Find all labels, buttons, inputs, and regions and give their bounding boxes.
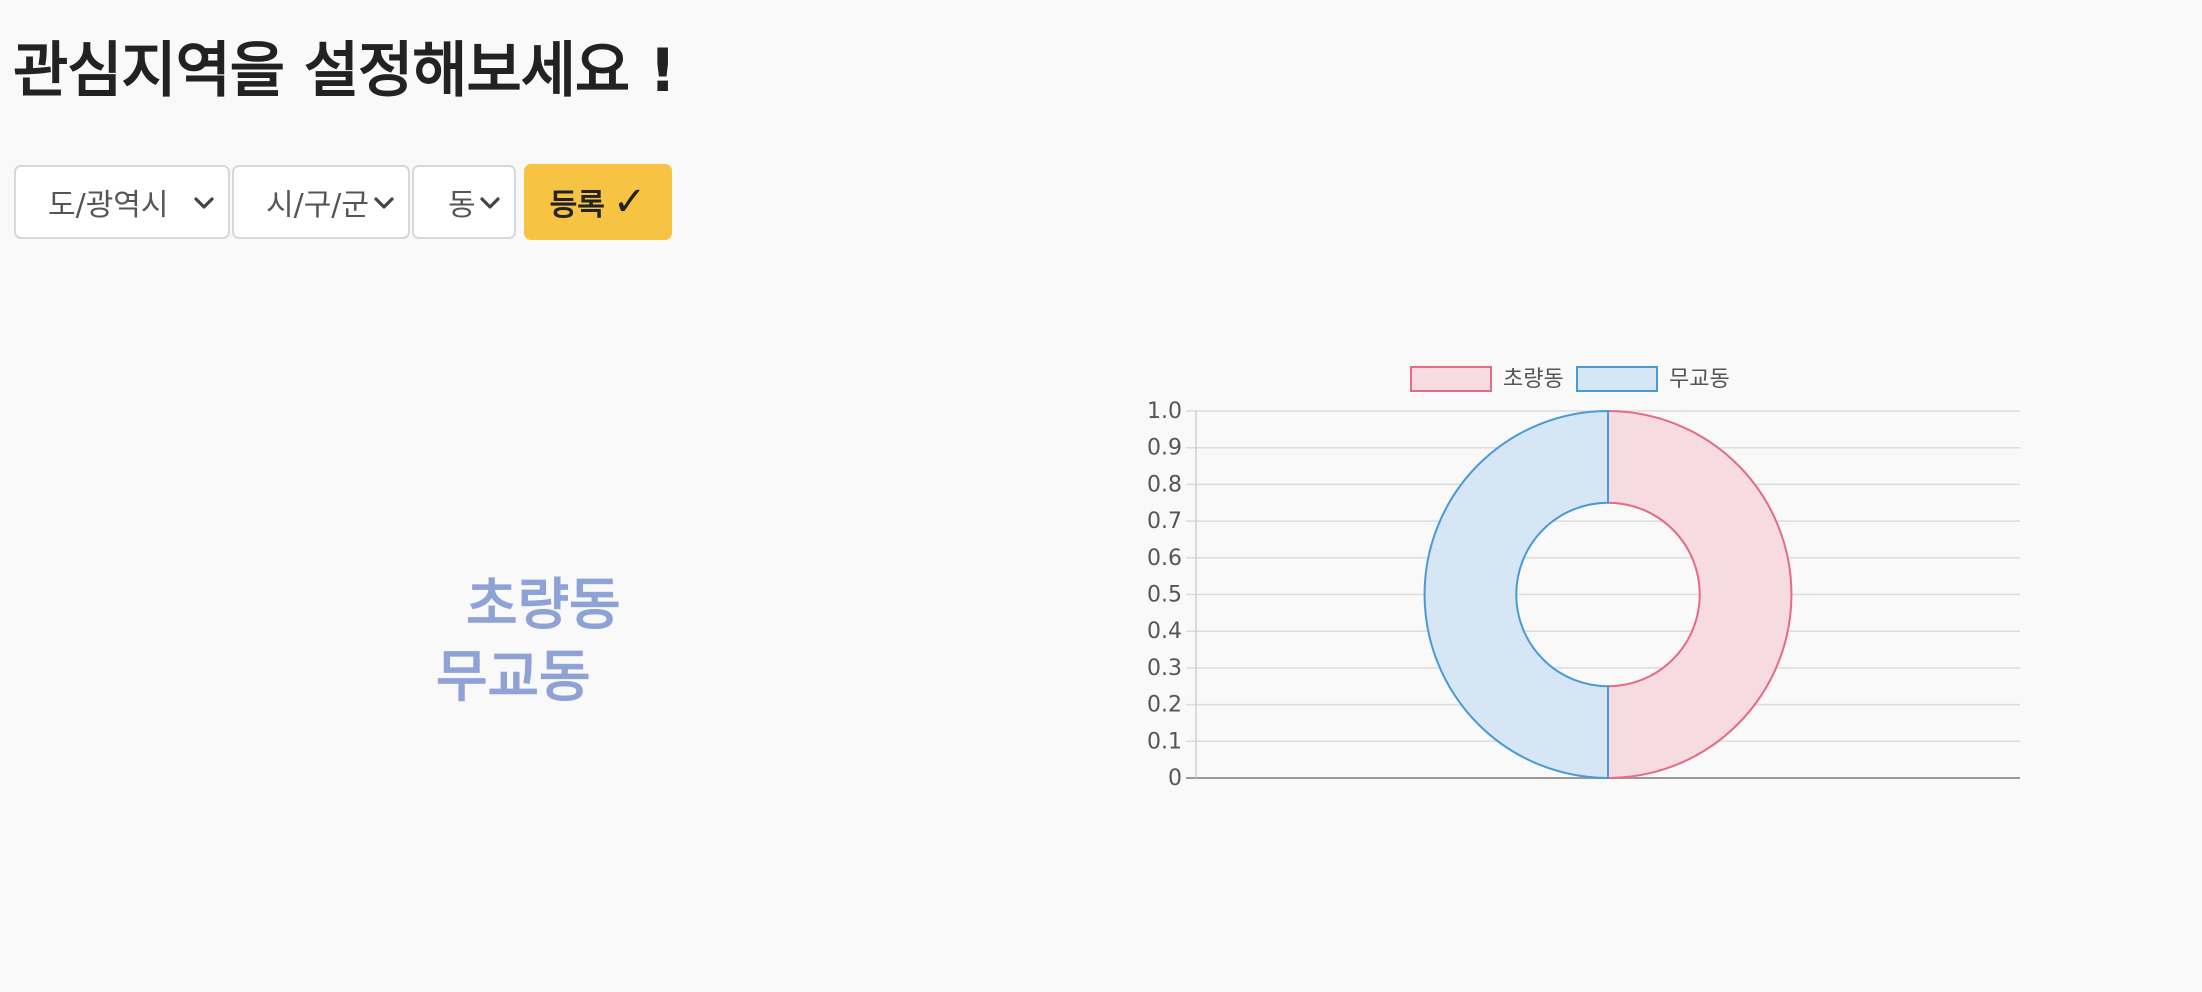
check-icon: ✓ [612, 179, 647, 225]
province-select[interactable]: 도/광역시 [14, 165, 230, 239]
register-button[interactable]: 등록 ✓ [524, 164, 672, 240]
doughnut-chart: 초량동 무교동 1.0 0.9 0.8 0.7 0.6 0.5 0.4 0.3 0.2 0.1 0 [1130, 355, 2050, 805]
y-tick-label: 0.2 [1147, 693, 1182, 718]
province-select-value: 도/광역시 [48, 188, 169, 223]
chart-svg: 초량동 무교동 1.0 0.9 0.8 0.7 0.6 0.5 0.4 0.3 0.2 0.1 0 [1147, 366, 2020, 791]
y-tick-label: 0.7 [1147, 509, 1182, 534]
y-tick-label: 0.9 [1147, 436, 1182, 461]
y-tick-label: 0.6 [1147, 546, 1182, 571]
chevron-down-icon [374, 197, 394, 209]
city-select[interactable]: 시/구/군 [232, 165, 410, 239]
register-button-label: 등록 [549, 188, 605, 223]
legend-label: 무교동 [1669, 367, 1730, 392]
chevron-down-icon [194, 197, 214, 209]
city-select-value: 시/구/군 [266, 188, 370, 223]
y-tick-label: 0.8 [1147, 472, 1182, 497]
y-tick-label: 0 [1168, 766, 1182, 791]
y-tick-label: 0.3 [1147, 656, 1182, 681]
dong-select-value: 동 [448, 188, 476, 223]
word-cloud-item: 초량동 [466, 573, 621, 638]
y-tick-label: 0.4 [1147, 619, 1182, 644]
y-tick-label: 0.5 [1147, 583, 1182, 608]
legend-label: 초량동 [1503, 367, 1564, 392]
y-tick-label: 0.1 [1147, 729, 1182, 754]
region-selector: 도/광역시 시/구/군 동 등록 ✓ [14, 164, 672, 240]
word-cloud-item: 무교동 [436, 645, 591, 710]
page-title: 관심지역을 설정해보세요 ! [13, 36, 676, 106]
doughnut-slice-2 [1423, 409, 1609, 780]
dong-select[interactable]: 동 [412, 165, 516, 239]
legend-swatch [1410, 366, 1492, 392]
doughnut-slice-1 [1607, 409, 1793, 780]
chevron-down-icon [480, 197, 500, 209]
y-tick-label: 1.0 [1147, 399, 1182, 424]
legend-swatch [1576, 366, 1658, 392]
